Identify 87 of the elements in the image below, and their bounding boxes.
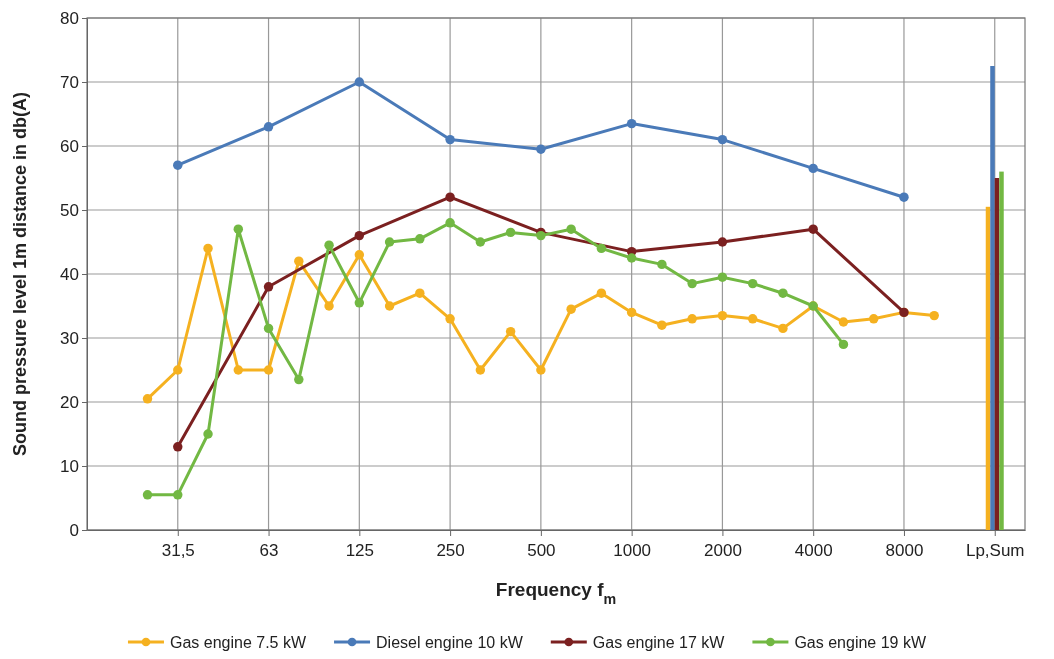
x-tick-label: 8000	[885, 541, 924, 560]
point	[384, 301, 395, 311]
point	[717, 310, 728, 321]
point	[233, 365, 244, 375]
x-tick-label: 4000	[794, 541, 833, 560]
point	[838, 339, 849, 350]
point	[354, 298, 365, 308]
legend-label: Gas engine 19 kW	[794, 634, 927, 651]
point	[596, 243, 607, 254]
x-axis-title: Frequency f$_{m}$	[495, 579, 617, 607]
point	[142, 394, 153, 404]
x-tick-label: 63	[259, 541, 279, 560]
point	[717, 272, 728, 282]
legend-label: Gas engine 17 kW	[592, 634, 726, 651]
point	[324, 240, 334, 250]
x-tick-label: 2000	[704, 541, 742, 560]
point	[475, 365, 486, 375]
point	[233, 224, 244, 234]
point	[445, 192, 455, 202]
point	[808, 163, 818, 174]
point	[596, 288, 607, 298]
point	[626, 307, 637, 318]
y-tick-label: 10	[60, 456, 79, 476]
point	[294, 374, 304, 385]
point	[536, 144, 546, 154]
point	[415, 288, 425, 298]
point	[173, 160, 183, 170]
point	[566, 304, 576, 314]
point	[324, 301, 334, 311]
point	[354, 230, 365, 241]
y-axis-title: Sound pressure level 1m distance in db(A)	[10, 91, 30, 457]
point	[445, 314, 455, 324]
point	[142, 490, 153, 500]
x-tick-label: 250	[436, 541, 465, 560]
point	[657, 259, 667, 270]
point	[747, 314, 758, 324]
point	[868, 314, 879, 324]
y-tick-label: 0	[69, 520, 79, 540]
point	[263, 365, 274, 375]
y-tick-label: 70	[60, 72, 79, 92]
point	[475, 237, 486, 247]
point	[173, 442, 183, 452]
y-tick-label: 60	[60, 136, 79, 156]
point	[263, 323, 274, 334]
point	[263, 282, 274, 292]
point	[354, 77, 365, 87]
point	[536, 365, 546, 375]
point	[203, 243, 213, 254]
point	[445, 218, 455, 228]
x-tick-label: Lp,Sum	[965, 541, 1025, 560]
point	[929, 310, 939, 321]
point	[203, 429, 213, 439]
y-tick-label: 20	[60, 392, 79, 412]
point	[747, 278, 758, 289]
x-tick-label: 500	[527, 541, 556, 560]
point	[838, 317, 849, 327]
y-tick-label: 80	[60, 8, 79, 28]
y-tick-label: 30	[60, 328, 79, 348]
point	[263, 122, 274, 132]
point	[173, 490, 183, 500]
x-tick-label: 125	[345, 541, 375, 560]
point	[294, 256, 304, 266]
point	[505, 326, 516, 337]
point	[415, 234, 425, 244]
point	[505, 227, 516, 238]
point	[778, 288, 788, 298]
point	[445, 134, 455, 145]
point	[384, 237, 395, 247]
point	[778, 323, 788, 334]
x-tick-label: 31,5	[161, 541, 195, 560]
point	[626, 118, 637, 129]
point	[808, 224, 818, 234]
point	[354, 250, 365, 260]
y-tick-label: 50	[60, 200, 79, 220]
point	[566, 224, 576, 234]
point	[717, 134, 728, 145]
legend-label: Gas engine 7.5 kW	[169, 634, 307, 651]
point	[173, 365, 183, 375]
point	[687, 278, 697, 289]
point	[899, 192, 909, 202]
y-tick-label: 40	[60, 264, 79, 284]
point	[626, 253, 637, 263]
x-tick-label: 1000	[613, 541, 652, 560]
point	[687, 314, 697, 324]
point	[657, 320, 667, 330]
point	[717, 237, 728, 247]
legend-label: Diesel engine 10 kW	[376, 634, 524, 651]
